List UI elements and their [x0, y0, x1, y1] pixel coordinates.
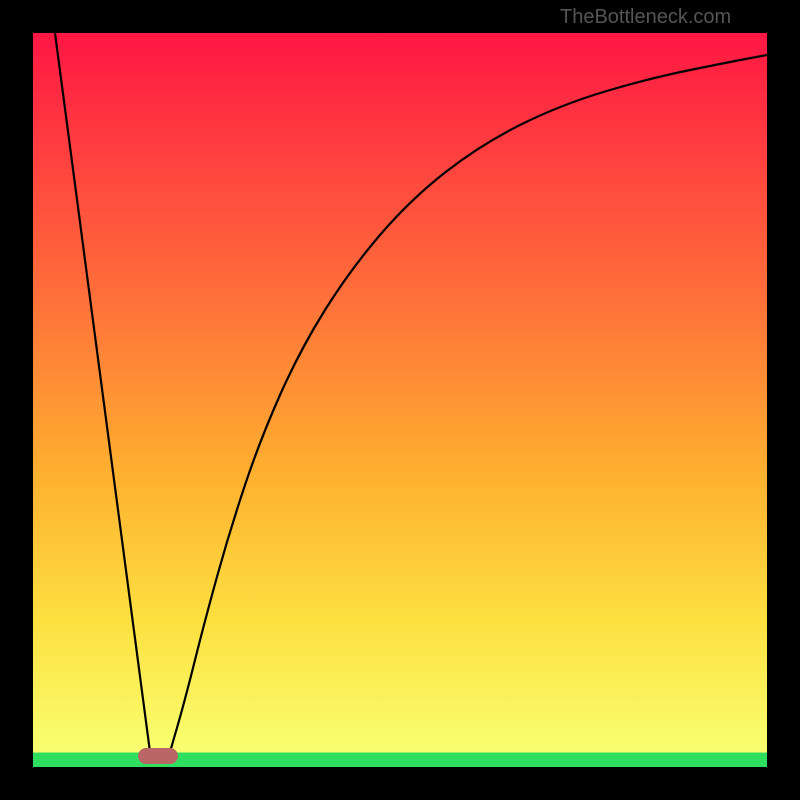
bottleneck-curve [0, 0, 800, 800]
optimal-marker [138, 748, 178, 764]
chart-container: TheBottleneck.com [0, 0, 800, 800]
